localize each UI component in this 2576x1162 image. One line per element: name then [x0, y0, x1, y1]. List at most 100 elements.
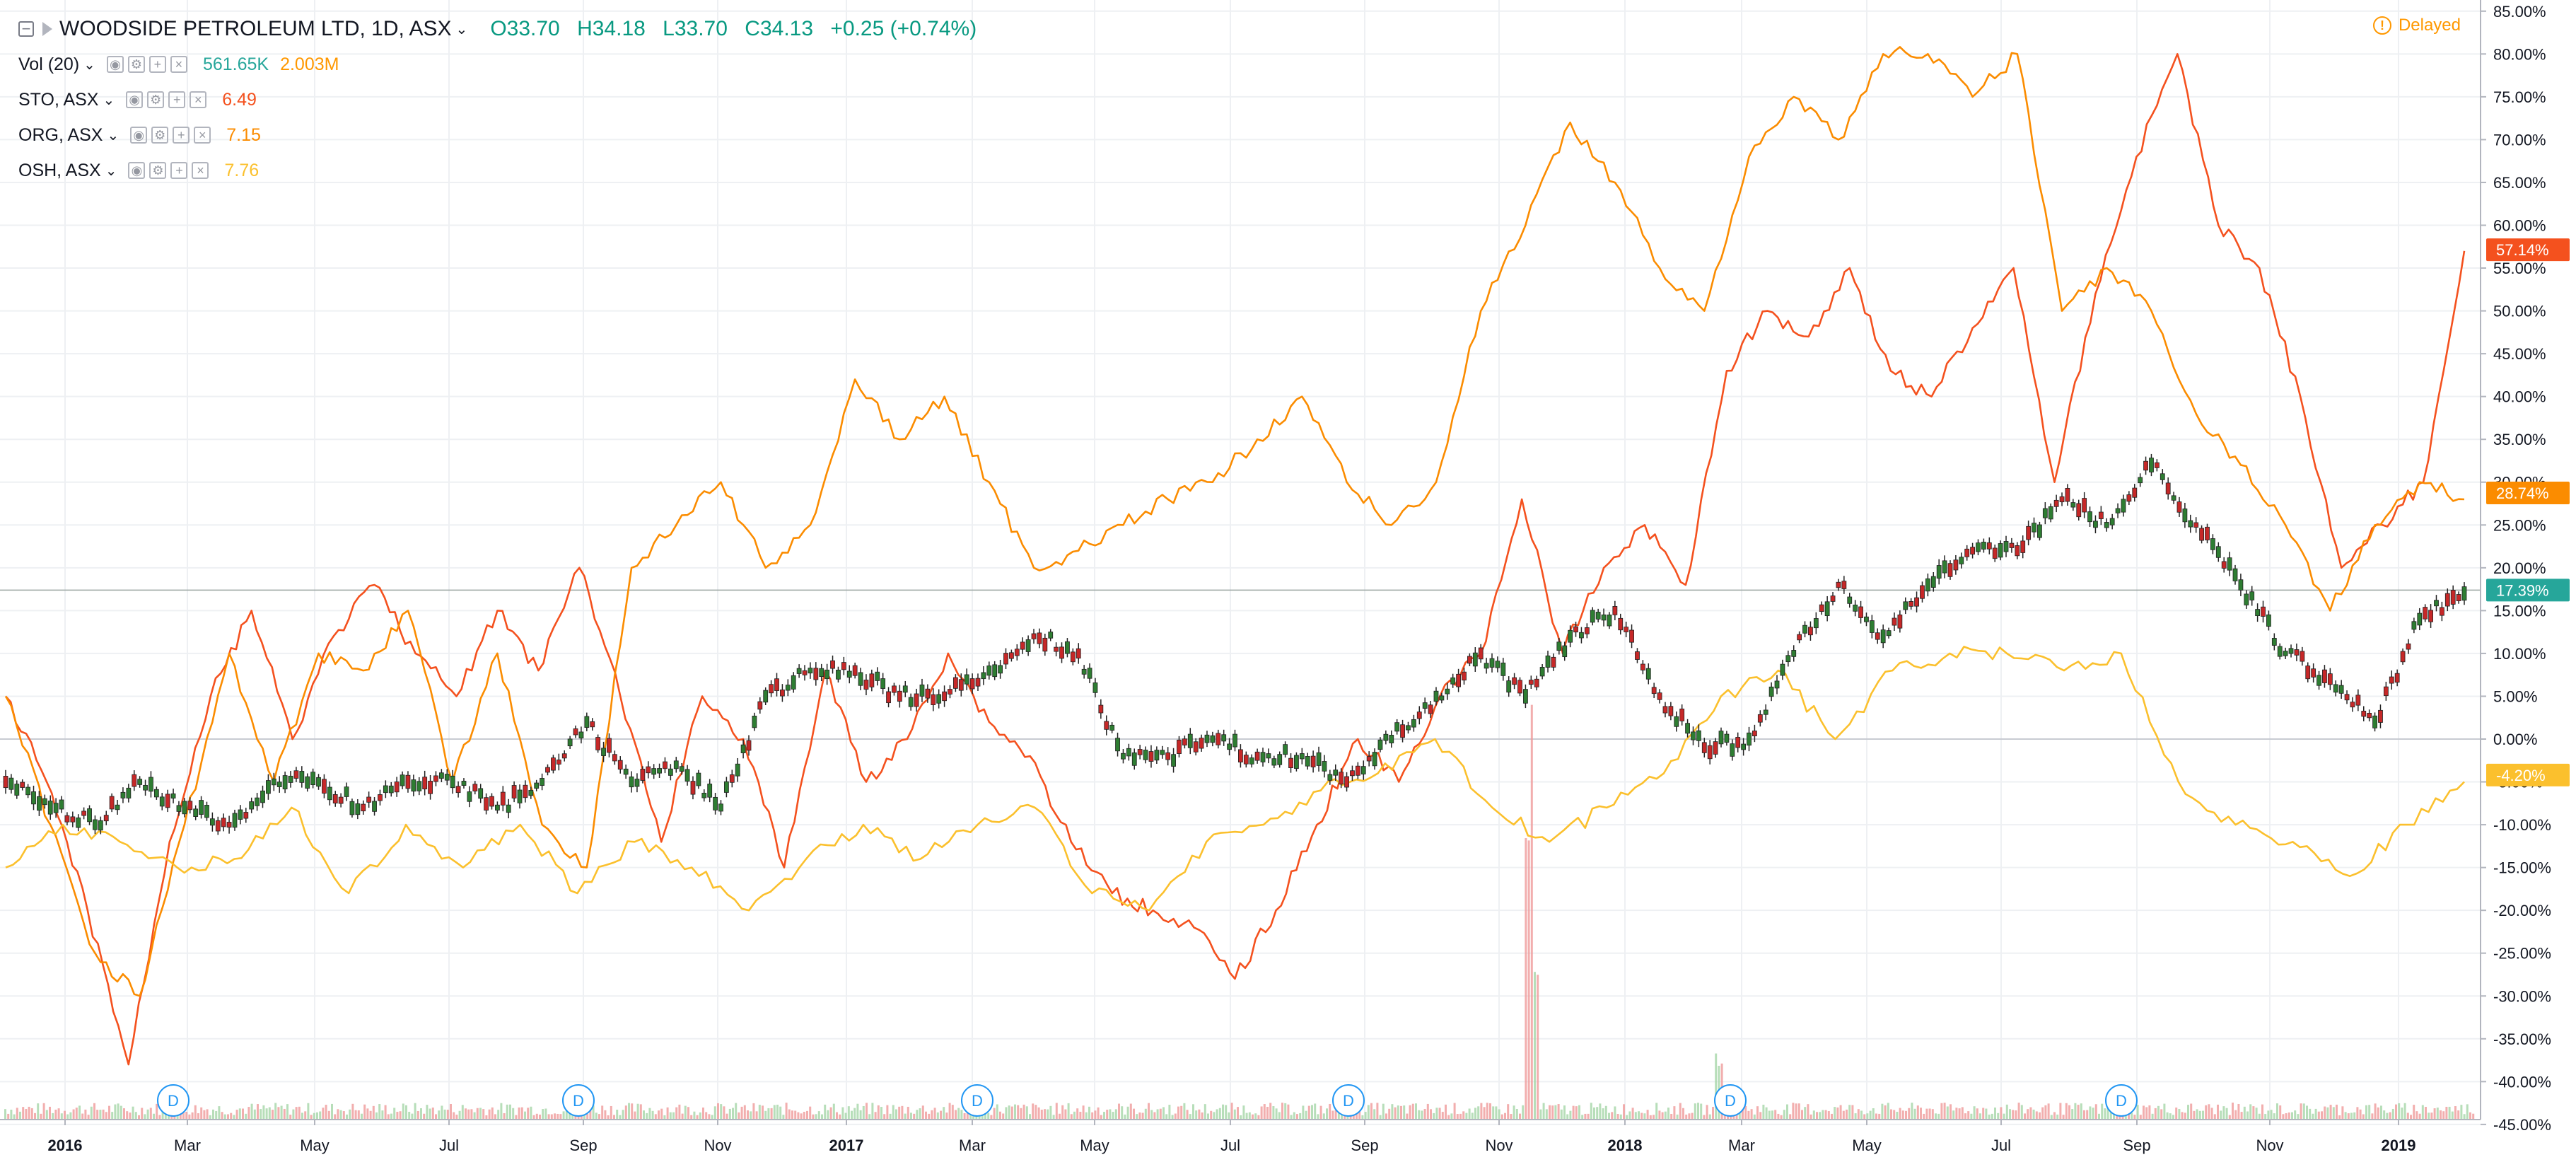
chevron-down-icon[interactable]: ⌄ — [107, 127, 120, 144]
candle-body — [299, 771, 305, 783]
delayed-label: Delayed — [2398, 16, 2461, 35]
series-value-org: 7.15 — [226, 124, 261, 145]
candle-body — [2305, 666, 2311, 680]
volume-bar — [2433, 1108, 2436, 1120]
candle-body — [1014, 649, 1020, 656]
eye-icon[interactable]: ◉ — [106, 56, 124, 73]
dividend-marker[interactable] — [961, 1084, 993, 1117]
close-icon[interactable]: × — [192, 162, 209, 179]
collapse-legend-icon[interactable]: − — [18, 21, 34, 37]
volume-bar — [892, 1105, 894, 1120]
last-value-label: 17.39% — [2496, 581, 2549, 599]
volume-bar — [634, 1111, 636, 1120]
dividend-marker[interactable] — [562, 1084, 595, 1117]
candle-body — [1903, 601, 1908, 610]
candle-body — [2003, 541, 2009, 552]
volume-bar — [1756, 1106, 1759, 1120]
volume-bar — [943, 1107, 945, 1120]
eye-icon[interactable]: ◉ — [128, 162, 146, 179]
symbol-title[interactable]: WOODSIDE PETROLEUM LTD, 1D, ASX — [59, 17, 452, 40]
volume-bar — [904, 1113, 907, 1120]
add-icon[interactable]: + — [168, 91, 186, 108]
dividend-marker[interactable] — [157, 1084, 190, 1117]
close-icon[interactable]: × — [194, 127, 211, 144]
candle-body — [1294, 755, 1299, 769]
volume-bar — [1153, 1112, 1156, 1120]
add-icon[interactable]: + — [170, 162, 188, 179]
volume-bar — [346, 1114, 348, 1120]
series-label-sto[interactable]: STO, ASX — [18, 89, 99, 110]
candle-body — [2428, 610, 2433, 622]
gear-icon[interactable]: ⚙ — [147, 91, 165, 108]
volume-bar — [1302, 1105, 1305, 1120]
candle-body — [1998, 543, 2003, 558]
candle-body — [1645, 668, 1651, 680]
candle-body — [2076, 503, 2082, 518]
volume-bar — [1566, 1114, 1569, 1120]
volume-bar — [1195, 1110, 1198, 1120]
candle-body — [232, 813, 238, 828]
close-icon[interactable]: × — [170, 56, 187, 73]
series-label-org[interactable]: ORG, ASX — [18, 124, 103, 145]
gear-icon[interactable]: ⚙ — [151, 127, 169, 144]
chevron-down-icon[interactable]: ⌄ — [455, 21, 468, 37]
chevron-down-icon[interactable]: ⌄ — [105, 163, 117, 179]
dividend-marker[interactable] — [2105, 1084, 2138, 1117]
volume-bar — [57, 1108, 60, 1120]
dividend-marker[interactable] — [1714, 1084, 1747, 1117]
candle-body — [2121, 499, 2126, 513]
volume-bar — [559, 1114, 562, 1120]
volume-bar — [2406, 1112, 2409, 1120]
volume-bar — [1878, 1113, 1881, 1120]
volume-bar — [1519, 1113, 1521, 1120]
volume-bar — [2332, 1107, 2335, 1120]
volume-bar — [1703, 1115, 1706, 1120]
volume-bar — [381, 1110, 384, 1120]
volume-bar — [610, 1105, 612, 1120]
delayed-indicator[interactable]: ! Delayed — [2372, 16, 2461, 35]
candle-body — [2215, 546, 2221, 558]
volume-bar — [78, 1105, 81, 1120]
volume-bar — [325, 1105, 327, 1120]
volume-bar — [1218, 1108, 1221, 1120]
volume-bar — [1198, 1109, 1201, 1120]
chevron-down-icon[interactable]: ⌄ — [83, 57, 95, 73]
candle-body — [2283, 651, 2288, 656]
y-tick-label: 5.00% — [2493, 687, 2537, 705]
eye-icon[interactable]: ◉ — [130, 127, 148, 144]
volume-bar — [120, 1105, 122, 1120]
candle-body — [2143, 460, 2148, 471]
candle-body — [2244, 593, 2249, 605]
chevron-down-icon[interactable]: ⌄ — [103, 92, 115, 108]
dividend-marker[interactable] — [1332, 1084, 1365, 1117]
candle-body — [919, 684, 925, 697]
volume-bar — [1438, 1108, 1441, 1120]
gear-icon[interactable]: ⚙ — [149, 162, 167, 179]
flag-icon[interactable] — [42, 22, 52, 36]
add-icon[interactable]: + — [148, 56, 166, 73]
volume-bar — [732, 1108, 734, 1120]
volume-label[interactable]: Vol (20) — [18, 54, 80, 74]
change-value: +0.25 (+0.74%) — [830, 17, 977, 40]
candle-body — [617, 760, 623, 770]
volume-bar — [2306, 1105, 2308, 1120]
candle-body — [886, 691, 891, 704]
add-icon[interactable]: + — [173, 127, 190, 144]
candle-body — [2126, 494, 2132, 502]
close-icon[interactable]: × — [190, 91, 207, 108]
gear-icon[interactable]: ⚙ — [127, 56, 145, 73]
candle-body — [137, 779, 143, 785]
candle-body — [2322, 669, 2327, 683]
y-tick-label: 85.00% — [2493, 3, 2546, 21]
volume-bar — [375, 1112, 378, 1120]
legend-row-osh: OSH, ASX ⌄ ◉ ⚙ + × 7.76 — [18, 153, 988, 188]
volume-bar — [34, 1112, 36, 1120]
volume-bar — [1059, 1113, 1061, 1120]
volume-bar — [1114, 1109, 1117, 1120]
volume-bar — [1860, 1110, 1863, 1120]
eye-icon[interactable]: ◉ — [126, 91, 144, 108]
series-label-osh[interactable]: OSH, ASX — [18, 160, 101, 180]
candle-body — [1936, 565, 1942, 579]
volume-bar — [636, 1103, 639, 1120]
